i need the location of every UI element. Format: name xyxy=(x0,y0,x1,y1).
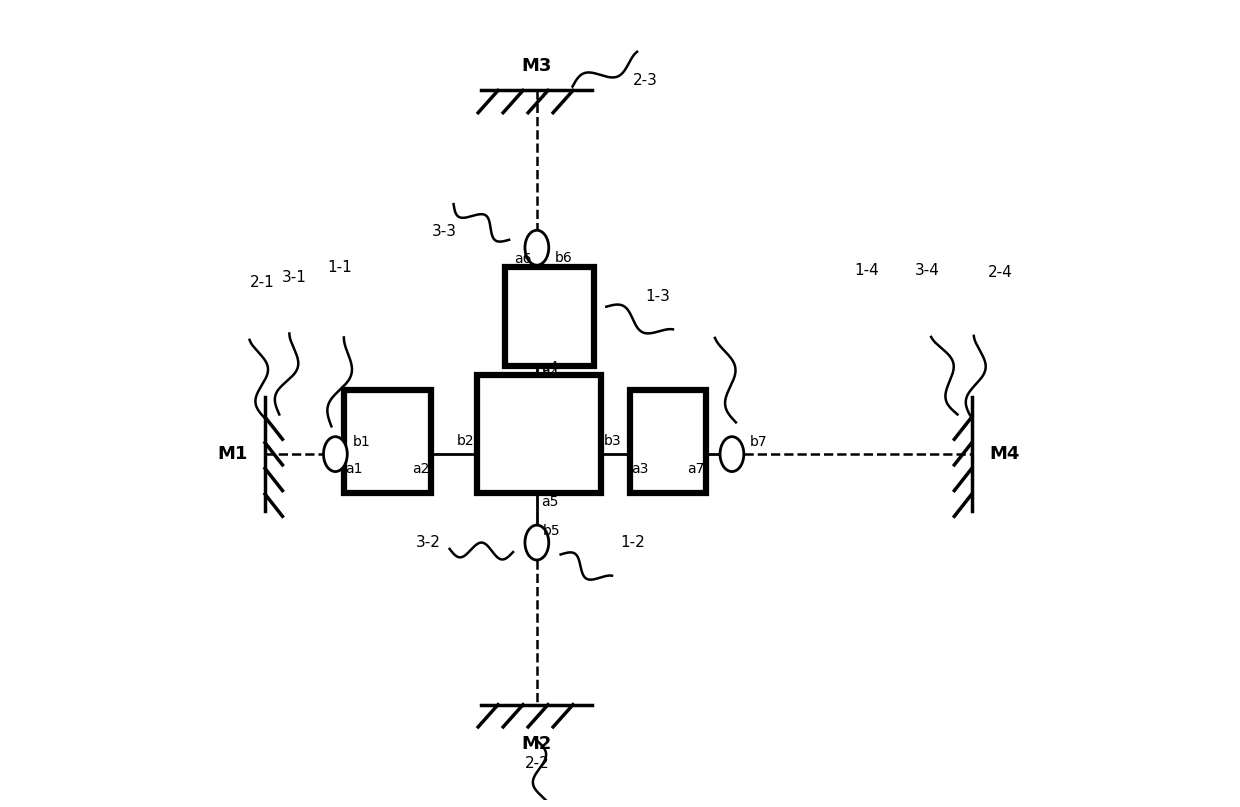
Text: 2-1: 2-1 xyxy=(250,274,275,290)
Text: M1: M1 xyxy=(217,445,248,463)
FancyBboxPatch shape xyxy=(505,267,594,366)
Text: 1-1: 1-1 xyxy=(327,260,352,275)
Ellipse shape xyxy=(720,437,744,471)
Text: b1: b1 xyxy=(353,435,371,449)
Text: b3: b3 xyxy=(604,434,621,448)
Text: a5: a5 xyxy=(542,495,559,509)
FancyBboxPatch shape xyxy=(630,391,707,493)
Ellipse shape xyxy=(324,437,347,471)
Text: a1: a1 xyxy=(345,462,363,476)
FancyBboxPatch shape xyxy=(343,391,432,493)
Text: 3-3: 3-3 xyxy=(432,224,456,239)
Text: b2: b2 xyxy=(456,434,474,448)
Text: M3: M3 xyxy=(522,56,552,74)
Text: 2-2: 2-2 xyxy=(525,756,549,771)
Text: a6: a6 xyxy=(515,252,532,266)
FancyBboxPatch shape xyxy=(477,375,601,493)
Text: M4: M4 xyxy=(990,445,1019,463)
Text: b7: b7 xyxy=(749,435,768,449)
Text: 3-2: 3-2 xyxy=(417,535,441,550)
Text: b4: b4 xyxy=(542,367,559,381)
Text: 1-2: 1-2 xyxy=(620,535,645,550)
Text: 1-3: 1-3 xyxy=(646,290,671,304)
Text: 2-3: 2-3 xyxy=(632,73,657,88)
Text: 2-4: 2-4 xyxy=(988,265,1013,280)
Text: 1-4: 1-4 xyxy=(854,263,879,278)
Ellipse shape xyxy=(525,230,549,266)
Text: a2: a2 xyxy=(413,462,430,476)
Text: b5: b5 xyxy=(543,524,560,537)
Text: a3: a3 xyxy=(631,462,649,476)
Text: a4: a4 xyxy=(542,360,559,374)
Ellipse shape xyxy=(525,525,549,560)
Text: a7: a7 xyxy=(687,462,704,476)
Text: 3-4: 3-4 xyxy=(915,263,940,278)
Text: 3-1: 3-1 xyxy=(281,270,306,285)
Text: b6: b6 xyxy=(554,251,572,265)
Text: M2: M2 xyxy=(522,735,552,753)
